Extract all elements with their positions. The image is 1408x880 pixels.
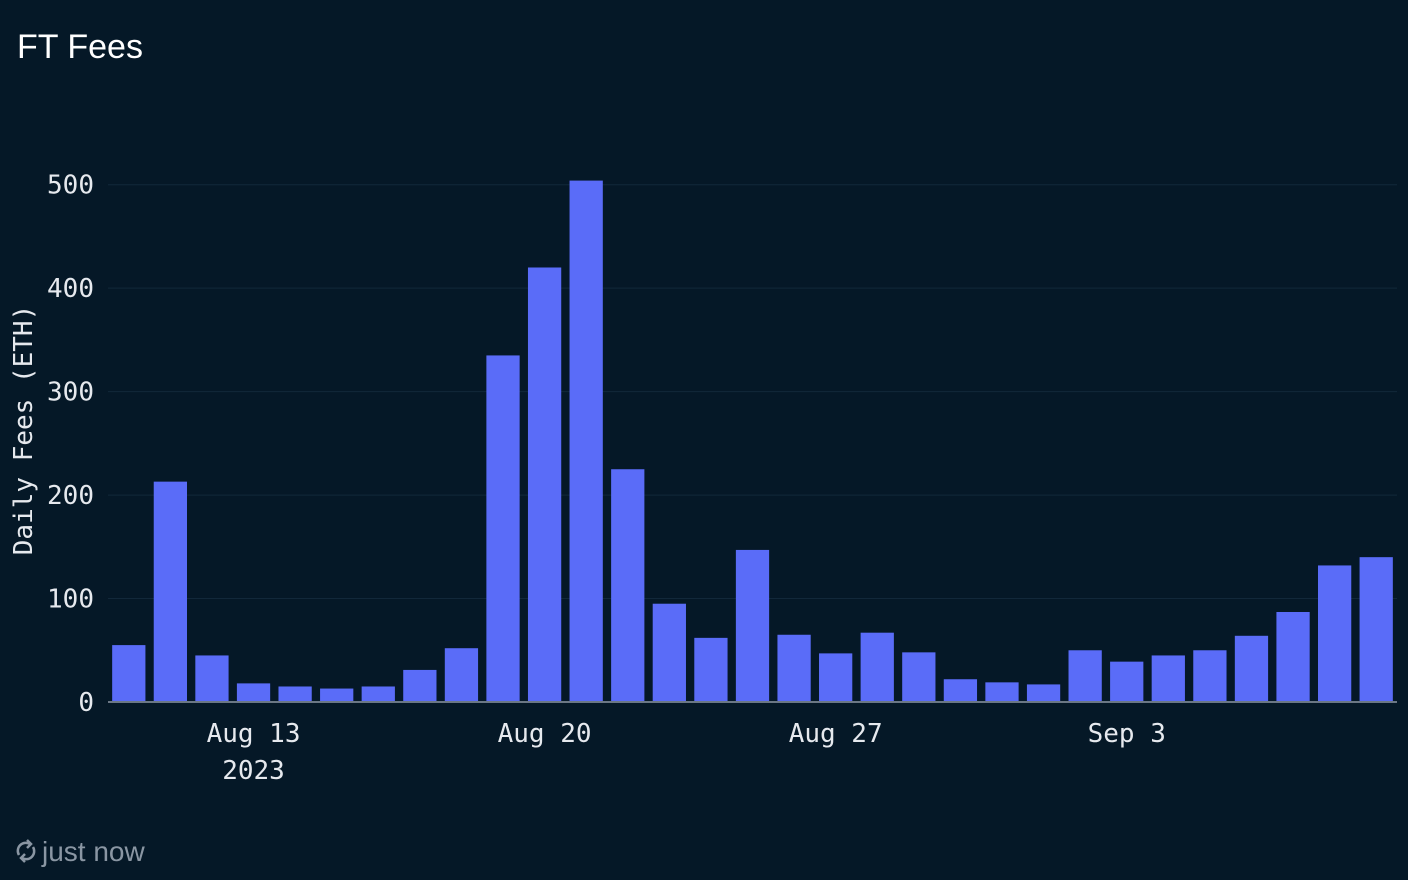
bar (112, 645, 146, 702)
bar (1110, 661, 1144, 702)
bar (1317, 565, 1352, 702)
bar (860, 632, 894, 702)
y-axis-label: Daily Fees (ETH) (9, 305, 39, 555)
bar (777, 634, 811, 702)
bar (1193, 650, 1227, 702)
bar (1151, 655, 1185, 702)
bar (1359, 557, 1393, 702)
footer-timestamp: just now (41, 836, 145, 867)
y-tick-label: 0 (78, 688, 94, 718)
refresh-icon (16, 839, 36, 863)
bar (403, 669, 437, 702)
y-tick-label: 400 (47, 274, 94, 304)
y-tick-label: 100 (47, 585, 94, 615)
bar (486, 355, 520, 702)
bar (153, 481, 188, 702)
bar (569, 180, 603, 702)
y-tick-label: 200 (47, 481, 94, 511)
y-tick-label: 300 (47, 378, 94, 408)
bar (652, 603, 686, 702)
bar (236, 683, 271, 702)
y-tick-label: 500 (47, 171, 94, 201)
bar (735, 549, 770, 702)
bar (611, 469, 645, 702)
bar (902, 652, 936, 702)
bar (943, 679, 978, 702)
bar (694, 637, 728, 702)
x-tick-label: Aug 13 (207, 719, 301, 749)
bar (1234, 635, 1269, 702)
bar (1068, 650, 1102, 702)
x-tick-label: 2023 (222, 756, 285, 786)
x-tick-label: Aug 20 (498, 719, 592, 749)
bar (1276, 611, 1310, 702)
chart-title: FT Fees (17, 28, 143, 66)
x-tick-label: Sep 3 (1088, 719, 1166, 749)
bar (278, 686, 312, 702)
bar (985, 682, 1019, 702)
bar (195, 655, 229, 702)
bar (819, 653, 853, 702)
bar (444, 648, 479, 702)
bar (527, 267, 562, 702)
x-tick-label: Aug 27 (789, 719, 883, 749)
bar (1026, 684, 1061, 702)
bar (320, 688, 354, 702)
bar (361, 686, 395, 702)
